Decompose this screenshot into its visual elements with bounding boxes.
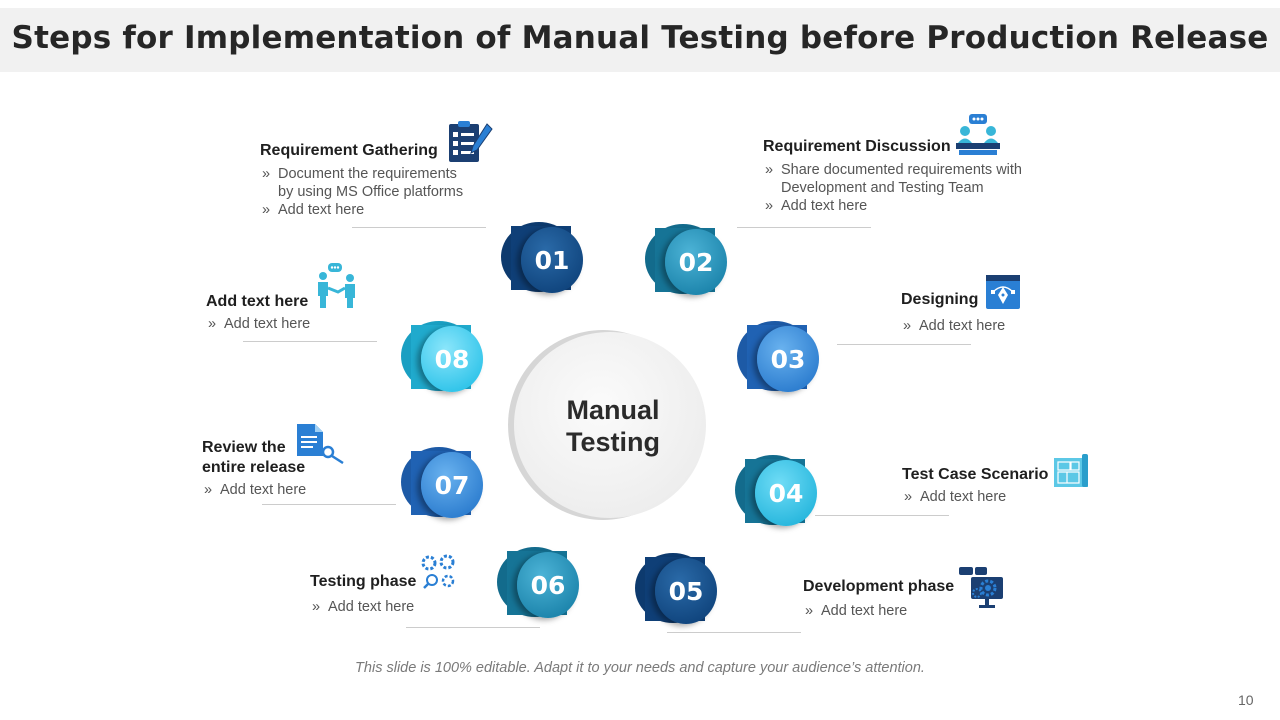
step-08-divider — [243, 341, 377, 342]
step-04-divider — [815, 515, 949, 516]
step-06-number: 06 — [517, 552, 579, 618]
step-05-badge: 05 — [635, 553, 725, 629]
step-05-heading: Development phase — [803, 578, 955, 595]
gears-search-icon — [421, 554, 455, 589]
step-03-number: 03 — [757, 326, 819, 392]
step-05-number: 05 — [655, 558, 717, 624]
step-02-badge: 02 — [645, 224, 735, 300]
step-02-text: Requirement Discussion Share documented … — [763, 137, 1033, 215]
center-circle-disk — [514, 332, 706, 518]
step-06-divider — [406, 627, 540, 628]
checklist-pen-icon — [449, 121, 493, 162]
step-01-heading: Requirement Gathering — [260, 142, 438, 159]
step-07-heading: Review the entire release — [202, 439, 306, 476]
step-03-badge: 03 — [737, 321, 827, 397]
blueprint-icon — [1054, 454, 1088, 487]
center-label-line2: Testing — [566, 427, 660, 457]
step-08-bullet-1: Add text here — [206, 315, 346, 333]
monitor-gear-icon — [959, 567, 1003, 608]
step-04-bullet-1: Add text here — [902, 488, 1062, 506]
step-03-divider — [837, 344, 971, 345]
step-07-bullet-1: Add text here — [202, 481, 352, 499]
step-06-heading: Testing phase — [310, 573, 417, 590]
page-number: 10 — [1238, 692, 1254, 708]
step-01-text: Requirement Gathering Document the requi… — [260, 141, 490, 219]
step-06-bullet-1: Add text here — [310, 598, 460, 616]
title-bar: Steps for Implementation of Manual Testi… — [0, 8, 1280, 72]
step-08-text: Add text here Add text here — [206, 292, 346, 333]
design-pen-tool-icon — [986, 275, 1020, 309]
step-04-text: Test Case Scenario Add text here — [902, 465, 1062, 506]
step-06-badge: 06 — [497, 547, 587, 623]
step-06-text: Testing phase Add text here — [310, 572, 460, 616]
step-04-badge: 04 — [735, 455, 825, 531]
step-07-divider — [262, 504, 396, 505]
team-discussion-icon — [956, 114, 1000, 155]
step-07-text: Review the entire release Add text here — [202, 438, 352, 499]
step-03-heading: Designing — [901, 291, 979, 308]
step-02-heading: Requirement Discussion — [763, 138, 951, 155]
document-search-icon — [297, 424, 344, 464]
step-04-number: 04 — [755, 460, 817, 526]
footer-note: This slide is 100% editable. Adapt it to… — [355, 660, 925, 676]
people-chat-icon — [318, 263, 355, 308]
step-08-heading: Add text here — [206, 293, 309, 310]
step-02-divider — [737, 227, 871, 228]
step-05-bullet-1: Add text here — [803, 602, 963, 620]
step-01-bullet-1: Document the requirements by using MS Of… — [260, 165, 475, 201]
step-01-divider — [352, 227, 486, 228]
step-08-number: 08 — [421, 326, 483, 392]
slide-title: Steps for Implementation of Manual Testi… — [11, 20, 1269, 56]
step-08-badge: 08 — [401, 321, 491, 397]
step-04-heading: Test Case Scenario — [902, 466, 1049, 483]
step-07-badge: 07 — [401, 447, 491, 523]
center-label-line1: Manual — [566, 395, 660, 425]
center-label: Manual Testing — [508, 394, 718, 458]
step-02-bullet-2: Add text here — [763, 197, 1033, 215]
step-02-number: 02 — [665, 229, 727, 295]
center-circle: Manual Testing — [508, 330, 708, 520]
step-03-text: Designing Add text here — [901, 290, 1031, 335]
step-02-bullet-1: Share documented requirements with Devel… — [763, 161, 1025, 197]
step-01-bullet-2: Add text here — [260, 201, 490, 219]
step-01-number: 01 — [521, 227, 583, 293]
step-01-badge: 01 — [501, 222, 591, 298]
step-05-divider — [667, 632, 801, 633]
step-07-number: 07 — [421, 452, 483, 518]
step-05-text: Development phase Add text here — [803, 577, 963, 620]
step-03-bullet-1: Add text here — [901, 317, 1031, 335]
